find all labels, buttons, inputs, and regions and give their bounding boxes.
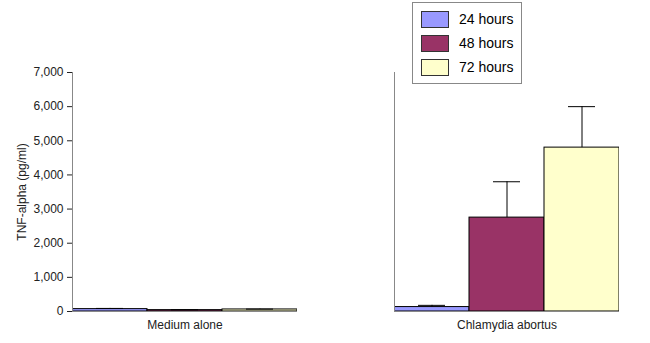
svg-text:Chlamydia abortus: Chlamydia abortus xyxy=(457,318,557,332)
svg-text:TNF-alpha (pg/ml): TNF-alpha (pg/ml) xyxy=(15,143,29,240)
html-text:48 hours: 48 hours xyxy=(459,35,514,51)
html-text:24 hours: 24 hours xyxy=(459,11,514,27)
svg-text:5,000: 5,000 xyxy=(33,134,63,148)
svg-text:Medium alone: Medium alone xyxy=(147,318,223,332)
svg-text:3,000: 3,000 xyxy=(33,202,63,216)
svg-text:0: 0 xyxy=(57,304,64,318)
svg-text:4,000: 4,000 xyxy=(33,168,63,182)
svg-text:6,000: 6,000 xyxy=(33,99,63,113)
svg-text:2,000: 2,000 xyxy=(33,236,63,250)
html-text:72 hours: 72 hours xyxy=(459,59,514,75)
svg-text:7,000: 7,000 xyxy=(33,65,63,79)
svg-text:1,000: 1,000 xyxy=(33,270,63,284)
